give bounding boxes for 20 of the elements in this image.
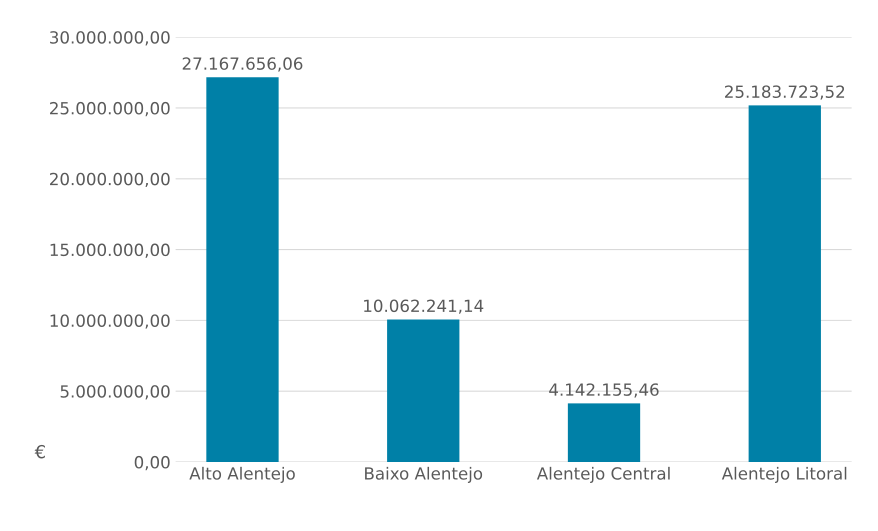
data-label: 27.167.656,06 (182, 57, 302, 72)
x-tick-label: Alentejo Central (536, 466, 670, 483)
y-axis-title: € (34, 444, 45, 458)
x-tick-label: Baixo Alentejo (365, 466, 482, 483)
bar (748, 105, 821, 462)
x-tick-label: Alentejo Litoral (722, 466, 846, 483)
y-tick-label: 0,00 (134, 456, 170, 470)
y-tick-label: 25.000.000,00 (50, 102, 170, 116)
data-label: 4.142.155,46 (549, 383, 659, 398)
y-tick-label: 30.000.000,00 (50, 31, 170, 46)
y-tick-label: 20.000.000,00 (50, 172, 170, 188)
bar (568, 403, 640, 462)
bar (387, 319, 460, 462)
x-tick-label: Alto Alentejo (189, 466, 295, 483)
data-label: 25.183.723,52 (725, 85, 844, 100)
data-label: 10.062.241,14 (364, 299, 484, 314)
y-tick-label: 15.000.000,00 (50, 244, 170, 258)
y-tick-label: 5.000.000,00 (60, 385, 170, 400)
y-tick-label: 10.000.000,00 (50, 314, 170, 329)
bar (206, 77, 279, 462)
